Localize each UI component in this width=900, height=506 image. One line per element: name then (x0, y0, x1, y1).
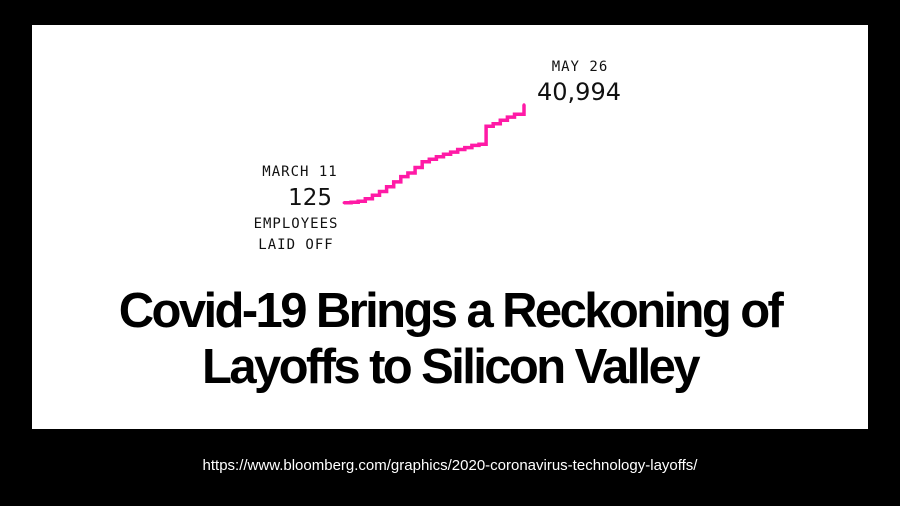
data-point (498, 118, 502, 122)
data-point (349, 200, 353, 204)
data-point (427, 157, 431, 161)
data-point (342, 201, 346, 205)
start-date-label: MARCH 11 (262, 164, 337, 180)
data-point (491, 122, 495, 126)
data-point (484, 124, 488, 128)
data-point (406, 171, 410, 175)
data-point (449, 150, 452, 154)
data-point (420, 160, 424, 164)
end-value-label: 40,994 (537, 78, 621, 106)
start-note-line-2: LAID OFF (258, 237, 333, 253)
article-headline: Covid-19 Brings a Reckoning of Layoffs t… (32, 283, 868, 395)
end-date-label: MAY 26 (552, 59, 609, 75)
headline-line-2: Layoffs to Silicon Valley (202, 340, 701, 394)
data-point (477, 142, 481, 146)
article-card: MARCH 11 125 EMPLOYEES LAID OFF MAY 26 4… (32, 25, 868, 429)
data-point (522, 103, 526, 106)
start-note-line-1: EMPLOYEES (254, 216, 339, 232)
chart-series-layer (342, 103, 526, 205)
data-point (442, 152, 445, 156)
data-point (513, 112, 516, 116)
headline-line-1: Covid-19 Brings a Reckoning of (118, 284, 784, 338)
data-point (399, 175, 403, 179)
layoffs-step-line (344, 104, 526, 205)
chart-end-annotation: MAY 26 40,994 (537, 59, 621, 106)
data-point (506, 115, 509, 119)
data-point (463, 146, 467, 149)
chart-start-annotation: MARCH 11 125 EMPLOYEES LAID OFF (254, 164, 339, 253)
data-point (392, 180, 396, 184)
data-point (371, 193, 374, 197)
data-point (435, 155, 438, 159)
data-point (470, 144, 474, 147)
data-point (363, 197, 367, 201)
data-point (385, 185, 388, 189)
start-value-label: 125 (288, 185, 332, 211)
layoffs-chart: MARCH 11 125 EMPLOYEES LAID OFF MAY 26 4… (254, 59, 621, 253)
data-point (378, 190, 381, 193)
data-point (413, 166, 417, 169)
source-url-link[interactable]: https://www.bloomberg.com/graphics/2020-… (202, 457, 698, 474)
data-point (356, 199, 360, 203)
data-point (456, 148, 460, 151)
